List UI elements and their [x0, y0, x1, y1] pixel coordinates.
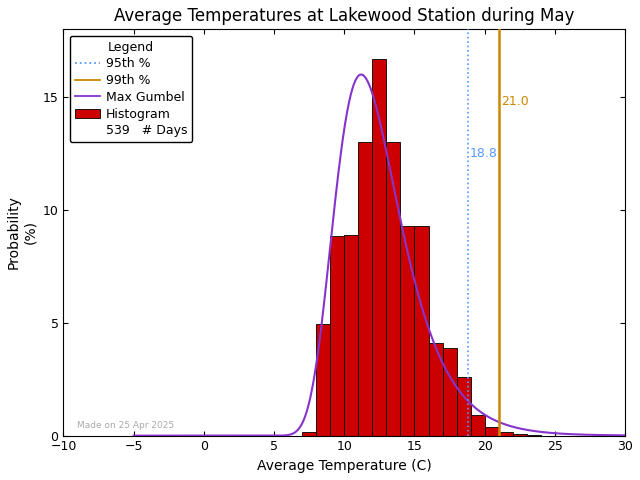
Text: 21.0: 21.0 [501, 95, 529, 108]
Bar [484, 427, 499, 436]
Bar [316, 324, 330, 436]
Bar [387, 142, 401, 436]
Bar [470, 415, 484, 436]
Bar [443, 348, 456, 436]
Bar [429, 343, 443, 436]
Bar [415, 226, 429, 436]
Legend: 95th %, 99th %, Max Gumbel, Histogram, 539   # Days: 95th %, 99th %, Max Gumbel, Histogram, 5… [70, 36, 193, 142]
X-axis label: Average Temperature (C): Average Temperature (C) [257, 459, 431, 473]
Text: Made on 25 Apr 2025: Made on 25 Apr 2025 [77, 420, 175, 430]
Bar [499, 432, 513, 436]
Bar [358, 142, 372, 436]
Bar [344, 235, 358, 436]
Y-axis label: Probability
(%): Probability (%) [7, 195, 37, 269]
Bar [372, 59, 387, 436]
Bar [330, 236, 344, 436]
Bar [513, 433, 527, 436]
Bar [302, 432, 316, 436]
Title: Average Temperatures at Lakewood Station during May: Average Temperatures at Lakewood Station… [114, 7, 575, 25]
Bar [401, 226, 415, 436]
Text: 18.8: 18.8 [470, 147, 498, 160]
Bar [456, 377, 470, 436]
